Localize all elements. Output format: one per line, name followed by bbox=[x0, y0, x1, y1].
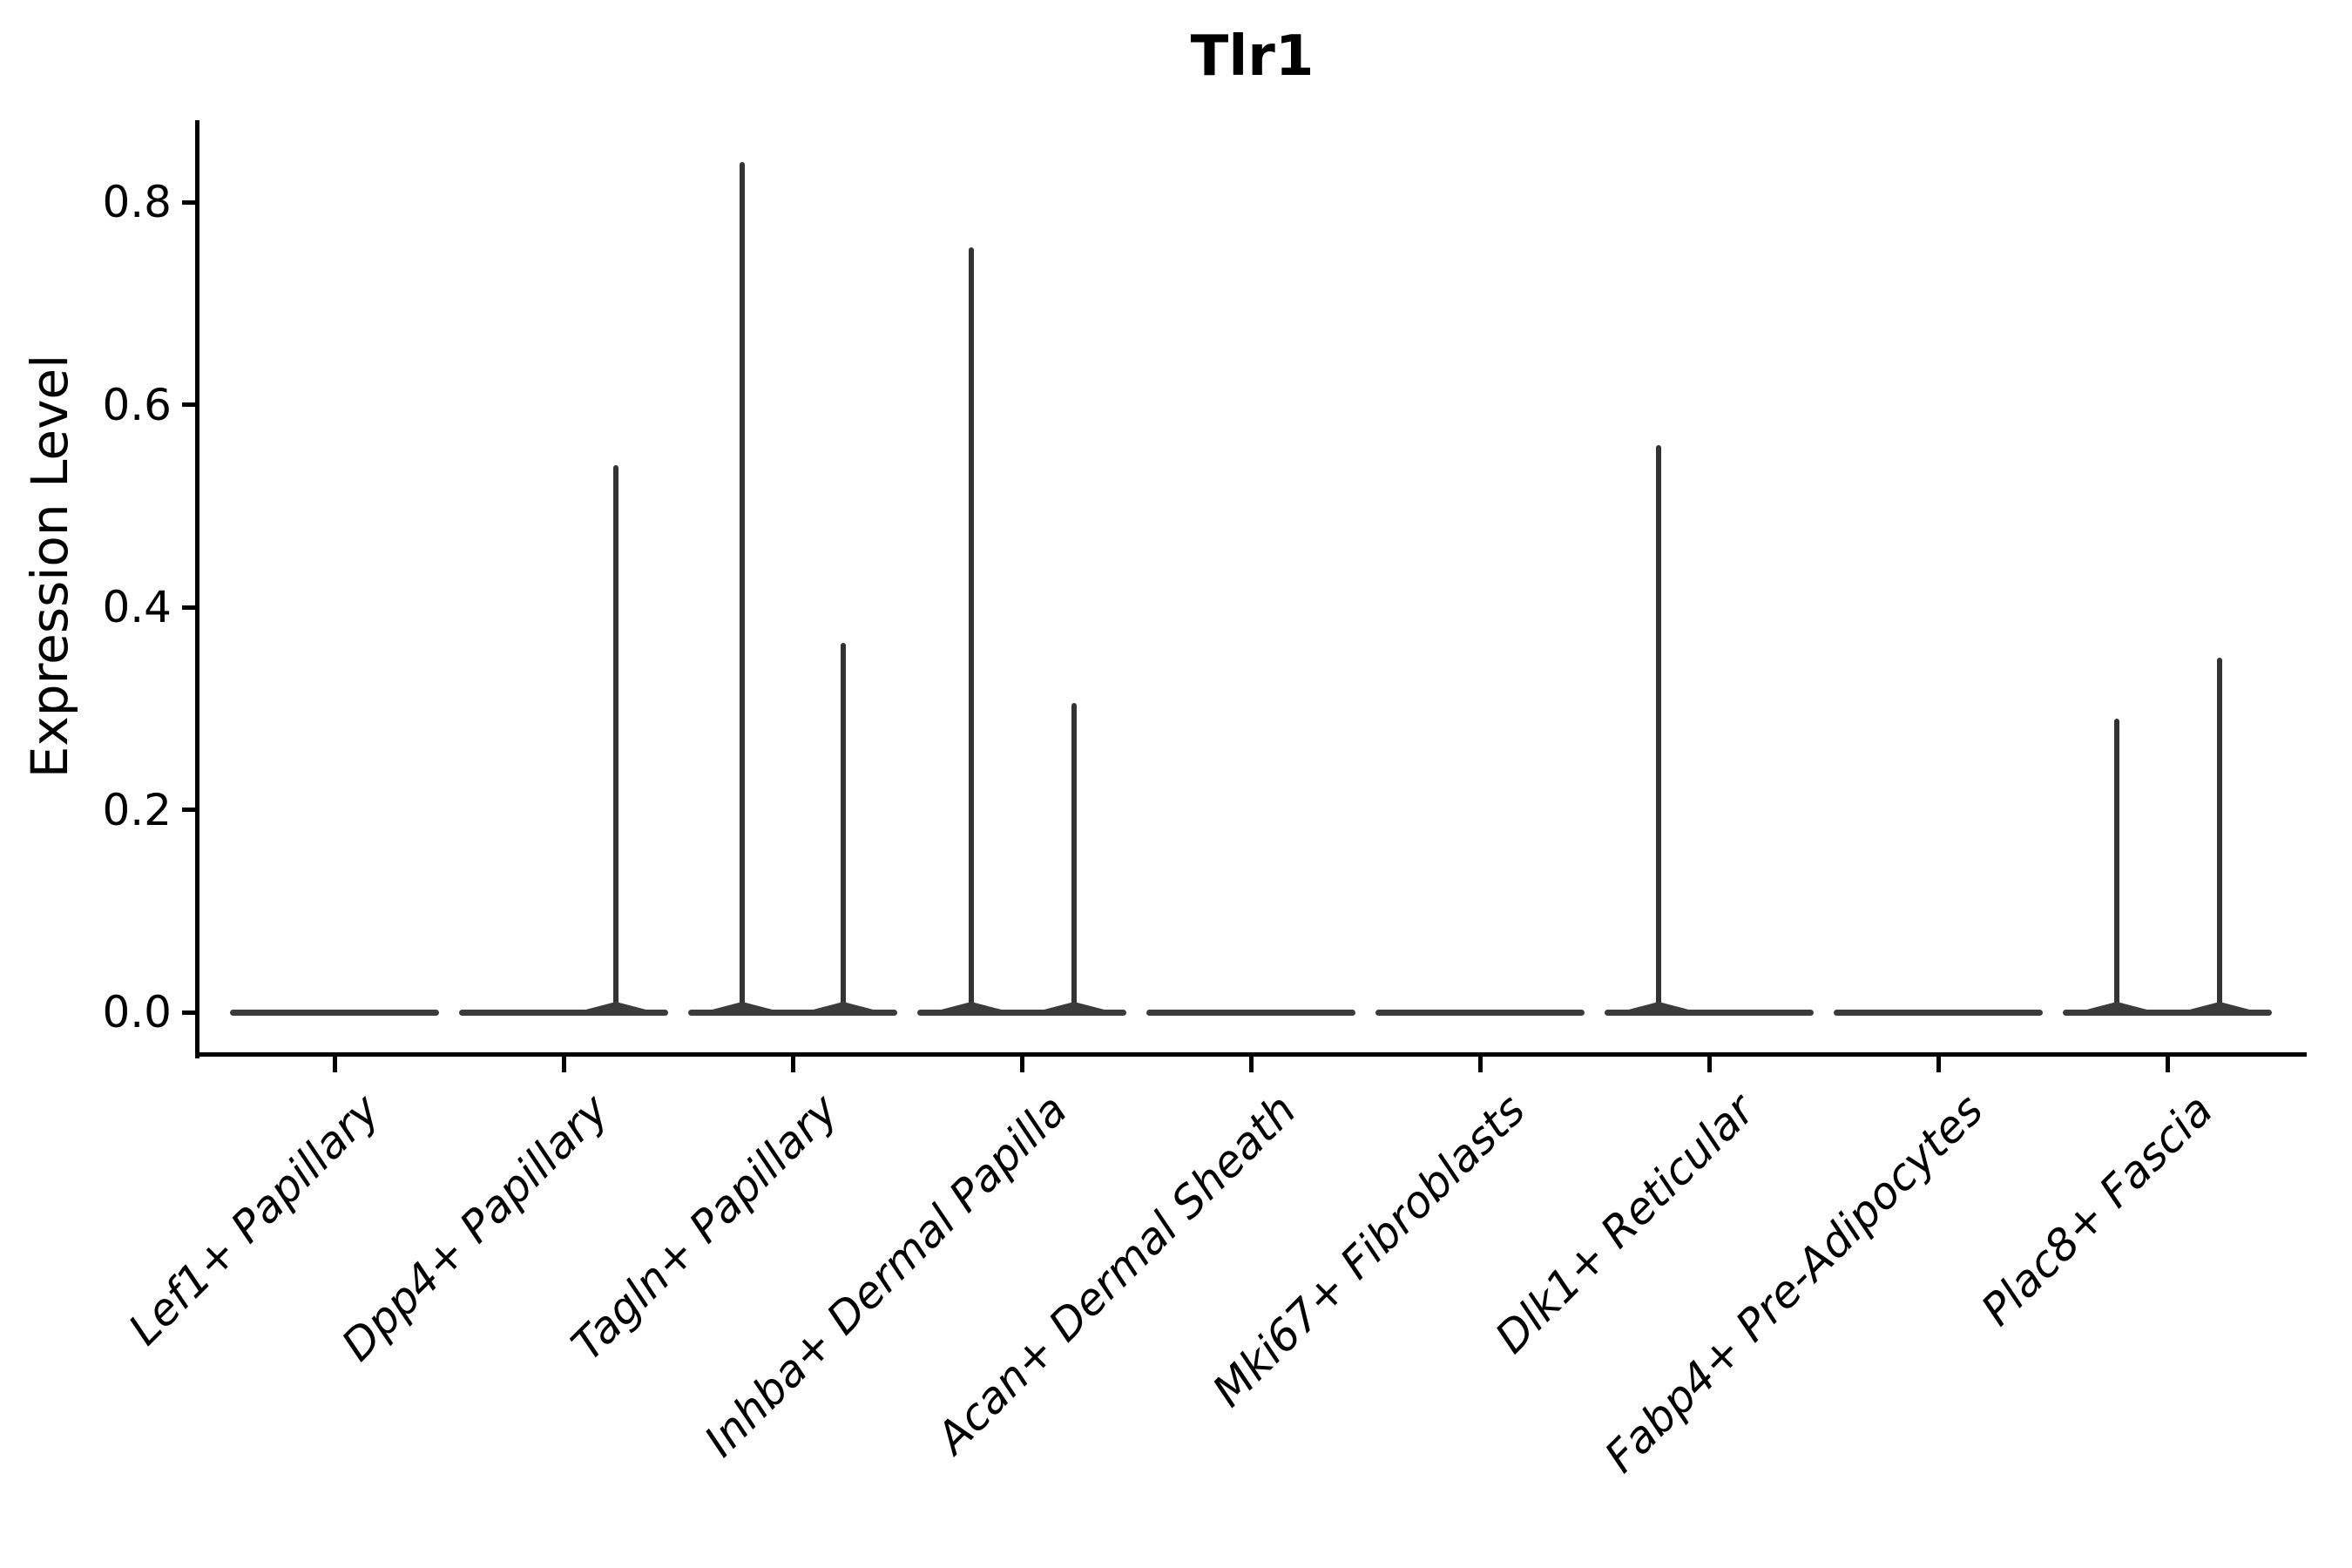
x-tick-label: Fabp4+ Pre-Adipocytes bbox=[1595, 1085, 1994, 1483]
x-tick bbox=[1936, 1057, 1941, 1072]
y-tick-label: 0.6 bbox=[102, 379, 172, 430]
violin-spike bbox=[969, 247, 975, 1012]
violin-spike-base-flare bbox=[802, 1002, 883, 1012]
violin-body bbox=[917, 1009, 1126, 1016]
violin-body bbox=[2063, 1009, 2272, 1016]
x-axis-spine bbox=[195, 1052, 2307, 1057]
y-tick bbox=[182, 1010, 198, 1015]
x-tick bbox=[1019, 1057, 1024, 1072]
violin-spike-base-flare bbox=[2180, 1002, 2261, 1012]
violin-spike bbox=[1656, 445, 1662, 1012]
y-tick-label: 0.2 bbox=[102, 784, 172, 835]
violin-spike-base-flare bbox=[1034, 1002, 1115, 1012]
y-tick-label: 0.0 bbox=[102, 987, 172, 1037]
violin-spike bbox=[2217, 658, 2223, 1012]
x-tick bbox=[1477, 1057, 1483, 1072]
x-tick bbox=[332, 1057, 337, 1072]
violin-spike-base-flare bbox=[576, 1002, 657, 1012]
violin-spike-base-flare bbox=[702, 1002, 783, 1012]
violin-spike-base-flare bbox=[2077, 1002, 2158, 1012]
x-tick-label: Plac8+ Fascia bbox=[1971, 1085, 2223, 1335]
violin-body bbox=[688, 1009, 897, 1016]
x-tick bbox=[2165, 1057, 2170, 1072]
violin-body bbox=[1605, 1009, 1814, 1016]
y-tick bbox=[182, 199, 198, 205]
violin-body bbox=[1834, 1009, 2043, 1016]
x-tick bbox=[790, 1057, 795, 1072]
plot-title: Tlr1 bbox=[1190, 24, 1315, 89]
x-tick-label: Lef1+ Papillary bbox=[118, 1085, 390, 1355]
x-tick-label: Inhba+ Dermal Papilla bbox=[694, 1085, 1078, 1467]
y-tick-label: 0.8 bbox=[102, 177, 172, 227]
violin-spike bbox=[740, 161, 746, 1012]
y-tick bbox=[182, 808, 198, 812]
violin-spike bbox=[840, 642, 846, 1012]
x-tick bbox=[561, 1057, 566, 1072]
y-axis-spine bbox=[195, 120, 199, 1058]
y-tick-label: 0.4 bbox=[102, 582, 172, 632]
y-tick bbox=[182, 605, 198, 610]
violin-body bbox=[1375, 1009, 1585, 1016]
violin-spike-base-flare bbox=[931, 1002, 1012, 1012]
x-tick bbox=[1707, 1057, 1712, 1072]
y-tick bbox=[182, 402, 198, 407]
violin-spike bbox=[613, 465, 619, 1012]
violin-spike bbox=[1071, 703, 1078, 1012]
y-axis-label: Expression Level bbox=[20, 354, 79, 779]
violin-body bbox=[1146, 1009, 1355, 1016]
x-tick bbox=[1248, 1057, 1254, 1072]
violin-spike bbox=[2114, 718, 2120, 1012]
violin-spike-base-flare bbox=[1619, 1002, 1700, 1012]
violin-body bbox=[230, 1009, 439, 1016]
violin-body bbox=[459, 1009, 668, 1016]
